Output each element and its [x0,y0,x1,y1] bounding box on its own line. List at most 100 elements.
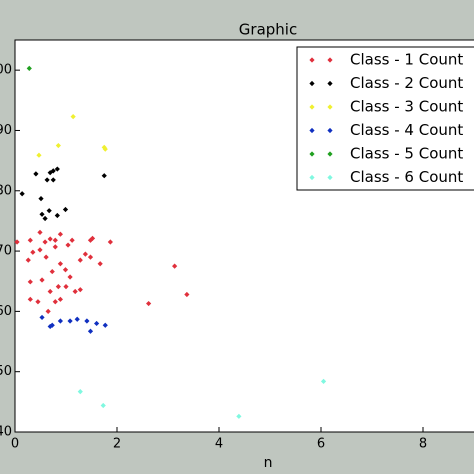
point [38,196,44,202]
point [39,211,45,217]
y-tick-label: 100 [0,63,12,78]
chart-title: Graphic [239,21,297,39]
point [89,235,96,242]
point [72,288,78,295]
y-tick-label: 90 [0,123,12,138]
point [27,279,33,285]
point [35,299,41,305]
point [100,402,106,409]
point [42,239,48,245]
y-tick-label: 60 [0,304,12,319]
point [52,299,58,305]
point [172,263,178,269]
point [39,277,45,283]
point [63,284,69,290]
legend-marker [309,80,315,87]
x-tick-label: 8 [419,437,427,452]
point [146,300,152,307]
point [30,249,36,255]
point [184,291,190,298]
legend-marker [327,127,333,134]
point [101,144,107,150]
x-tick-label: 0 [11,437,19,452]
plot-frame [14,39,474,433]
point [320,378,327,384]
legend-marker [309,151,315,157]
point [87,254,94,260]
point [65,242,71,248]
legend-box [296,46,474,191]
point [46,208,52,214]
point [44,177,50,183]
point [19,191,25,197]
y-tick-label: 70 [0,244,12,259]
point [102,322,108,328]
point [84,318,90,324]
point [47,288,53,295]
y-tick-label: 80 [0,183,12,198]
legend-marker [327,80,333,87]
point [62,267,69,273]
point [42,215,48,222]
point [67,274,73,280]
y-tick-label: 50 [0,364,12,379]
point [57,231,63,237]
point [82,251,88,257]
point [236,413,242,419]
point [27,237,33,243]
point [37,247,43,253]
point [14,239,20,245]
y-tick-label: 40 [0,425,12,440]
point [107,239,113,245]
point [69,237,75,243]
legend-marker [309,127,315,134]
legend-marker [327,174,333,181]
point [52,237,58,243]
legend-marker [327,104,333,110]
legend-marker [327,151,333,157]
point [36,152,42,158]
legend-marker [327,57,333,63]
point [45,308,51,314]
point [101,173,107,179]
x-tick-label: 2 [113,437,121,452]
legend-marker [309,174,315,181]
point [77,388,83,395]
point [39,314,45,321]
point [62,206,69,213]
point [87,328,94,334]
point [74,316,80,322]
point [77,257,83,263]
point [37,229,43,235]
legend-label: Class - 1 Count [350,51,463,69]
legend-label: Class - 2 Count [350,74,463,92]
x-tick-label: 6 [317,437,325,452]
point [67,318,73,324]
point [57,261,63,267]
point [49,322,55,328]
point [57,318,63,324]
legend-label: Class - 4 Count [350,121,463,139]
point [33,171,39,177]
point [52,244,58,250]
point [55,142,61,149]
point [47,170,53,176]
point [47,236,53,242]
point [43,254,49,260]
x-tick-label: 4 [215,437,223,452]
legend-label: Class - 5 Count [350,145,463,163]
x-axis-label: n [264,455,273,471]
point [102,146,108,152]
point [57,296,63,302]
legend-label: Class - 3 Count [350,98,463,116]
point [49,268,55,275]
point [50,177,56,183]
point [77,287,83,293]
point [70,113,76,120]
legend-marker [309,104,315,110]
point [55,284,61,290]
point [50,168,56,174]
point [25,257,31,263]
